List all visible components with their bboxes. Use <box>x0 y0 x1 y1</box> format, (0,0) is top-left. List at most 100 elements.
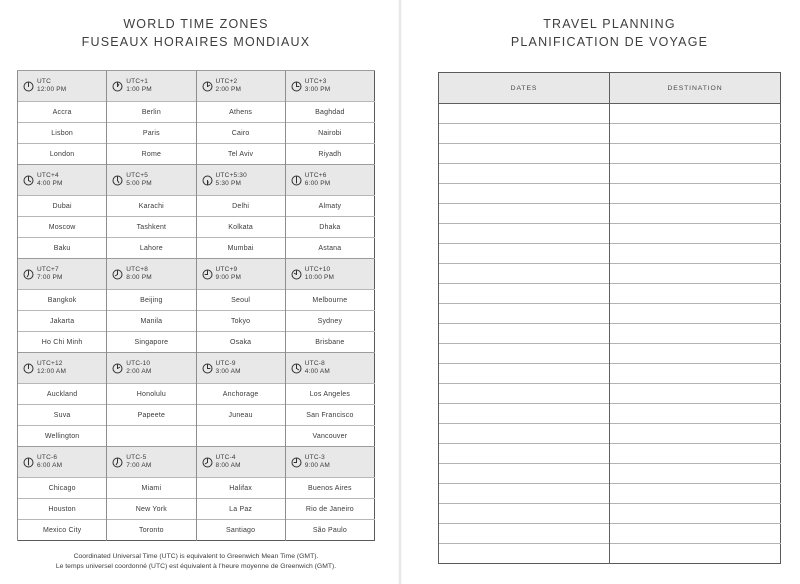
travel-destination-cell <box>609 143 781 164</box>
utc-offset-label: UTC+10 <box>304 266 331 274</box>
travel-date-cell <box>438 363 610 384</box>
utc-offset-label: UTC+3 <box>304 78 327 86</box>
travel-destination-cell <box>609 423 781 444</box>
world-time-zones-table: UTC 12:00 PM UTC+1 1:00 PM UTC+2 2:00 PM UTC+3… <box>16 70 375 541</box>
travel-date-cell <box>438 443 610 464</box>
city-row: Wellington Vancouver <box>16 425 375 447</box>
travel-row <box>438 523 781 544</box>
left-page-world-time-zones: WORLD TIME ZONES FUSEAUX HORAIRES MONDIA… <box>16 0 375 571</box>
city-cell: Dubai <box>16 195 107 217</box>
right-page-title-line1: TRAVEL PLANNING <box>543 17 676 31</box>
city-cell: La Paz <box>195 498 286 520</box>
utc-offset-label: UTC-6 <box>37 454 58 462</box>
travel-row <box>438 483 781 504</box>
utc-offset-label: UTC+4 <box>37 172 59 180</box>
city-row: Bangkok Beijing Seoul Melbourne <box>16 289 375 311</box>
city-cell: Mexico City <box>16 519 107 541</box>
zone-time-label: 4:00 PM <box>37 180 63 187</box>
travel-destination-cell <box>609 103 781 124</box>
travel-date-cell <box>438 403 610 424</box>
city-cell: Almaty <box>284 195 375 217</box>
zone-time-label: 3:00 AM <box>215 368 241 375</box>
city-cell: Rio de Janeiro <box>284 498 375 520</box>
travel-date-cell <box>438 203 610 224</box>
timezone-header-cell: UTC-9 3:00 AM <box>195 352 286 384</box>
city-cell: Halifax <box>195 477 286 499</box>
travel-destination-cell <box>609 203 781 224</box>
city-cell: Honolulu <box>106 383 196 405</box>
utc-offset-label: UTC-3 <box>304 454 325 462</box>
city-row: Accra Berlin Athens Baghdad <box>16 101 375 123</box>
travel-row <box>438 343 781 364</box>
timezone-header-cell: UTC-8 4:00 AM <box>284 352 375 384</box>
city-row: Lisbon Paris Cairo Nairobi <box>16 122 375 144</box>
city-row: Suva Papeete Juneau San Francisco <box>16 404 375 426</box>
travel-header-row: DATES DESTINATION <box>438 72 781 104</box>
timezone-header-cell: UTC+9 9:00 PM <box>195 258 286 290</box>
city-cell: Manila <box>106 310 196 332</box>
city-cell: Lisbon <box>16 122 107 144</box>
city-cell: Ho Chi Minh <box>16 331 107 353</box>
city-cell: Brisbane <box>284 331 375 353</box>
travel-date-cell <box>438 383 610 404</box>
zone-time-label: 7:00 AM <box>126 462 152 469</box>
zone-time-label: 2:00 AM <box>126 368 152 375</box>
zone-time-label: 6:00 AM <box>37 462 63 469</box>
zone-time-label: 9:00 AM <box>304 462 330 469</box>
clock-icon <box>291 363 302 373</box>
city-row: Baku Lahore Mumbai Astana <box>16 237 375 259</box>
city-cell: Cairo <box>195 122 286 144</box>
timezone-header-row: UTC+12 12:00 AM UTC-10 2:00 AM UTC-9 3:00 AM U… <box>16 352 375 384</box>
utc-offset-label: UTC-8 <box>304 360 325 368</box>
utc-footnote-line1: Coordinated Universal Time (UTC) is equi… <box>73 553 319 560</box>
clock-icon <box>291 81 302 91</box>
travel-date-cell <box>438 123 610 144</box>
clock-icon <box>112 81 123 91</box>
timezone-header-cell: UTC+10 10:00 PM <box>284 258 375 290</box>
destination-column-header: DESTINATION <box>609 72 781 104</box>
travel-destination-cell <box>609 343 781 364</box>
city-cell: Juneau <box>195 404 286 426</box>
travel-destination-cell <box>609 303 781 324</box>
utc-offset-label: UTC+9 <box>215 266 238 274</box>
city-cell: New York <box>106 498 196 520</box>
travel-date-cell <box>438 303 610 324</box>
travel-date-cell <box>438 103 610 124</box>
city-cell <box>195 425 286 447</box>
zone-time-label: 10:00 PM <box>304 274 335 281</box>
timezone-header-cell: UTC+7 7:00 PM <box>16 258 107 290</box>
city-cell: Houston <box>16 498 107 520</box>
travel-date-cell <box>438 243 610 264</box>
travel-planning-table: DATES DESTINATION <box>438 72 781 564</box>
travel-row <box>438 123 781 144</box>
travel-row <box>438 423 781 444</box>
travel-date-cell <box>438 323 610 344</box>
clock-icon <box>202 175 212 185</box>
timezone-header-cell: UTC+6 6:00 PM <box>284 164 375 196</box>
timezone-header-cell: UTC+2 2:00 PM <box>195 70 286 102</box>
utc-offset-label: UTC+8 <box>126 266 149 274</box>
city-cell: Los Angeles <box>284 383 375 405</box>
timezone-header-cell: UTC-6 6:00 AM <box>16 446 107 478</box>
city-cell: Toronto <box>106 519 196 541</box>
city-cell: Paris <box>106 122 196 144</box>
travel-row <box>438 303 781 324</box>
clock-icon <box>202 81 212 91</box>
zone-time-label: 9:00 PM <box>215 274 242 281</box>
travel-destination-cell <box>609 463 781 484</box>
travel-row <box>438 403 781 424</box>
timezone-header-cell: UTC+4 4:00 PM <box>16 164 107 196</box>
zone-time-label: 8:00 PM <box>126 274 152 281</box>
timezone-header-cell: UTC-4 8:00 AM <box>195 446 286 478</box>
travel-row <box>438 163 781 184</box>
city-cell: Baghdad <box>284 101 375 123</box>
clock-icon <box>202 457 212 467</box>
city-cell: Kolkata <box>195 216 286 238</box>
utc-offset-label: UTC-9 <box>215 360 236 368</box>
city-cell: Auckland <box>16 383 107 405</box>
city-row: Jakarta Manila Tokyo Sydney <box>16 310 375 332</box>
city-cell: Melbourne <box>284 289 375 311</box>
clock-icon <box>23 269 34 279</box>
timezone-header-cell: UTC+5:30 5:30 PM <box>195 164 286 196</box>
travel-date-cell <box>438 483 610 504</box>
